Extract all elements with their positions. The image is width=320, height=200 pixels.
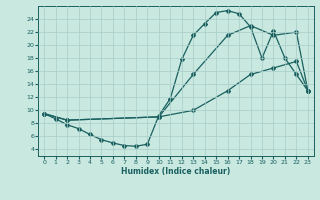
X-axis label: Humidex (Indice chaleur): Humidex (Indice chaleur) xyxy=(121,167,231,176)
